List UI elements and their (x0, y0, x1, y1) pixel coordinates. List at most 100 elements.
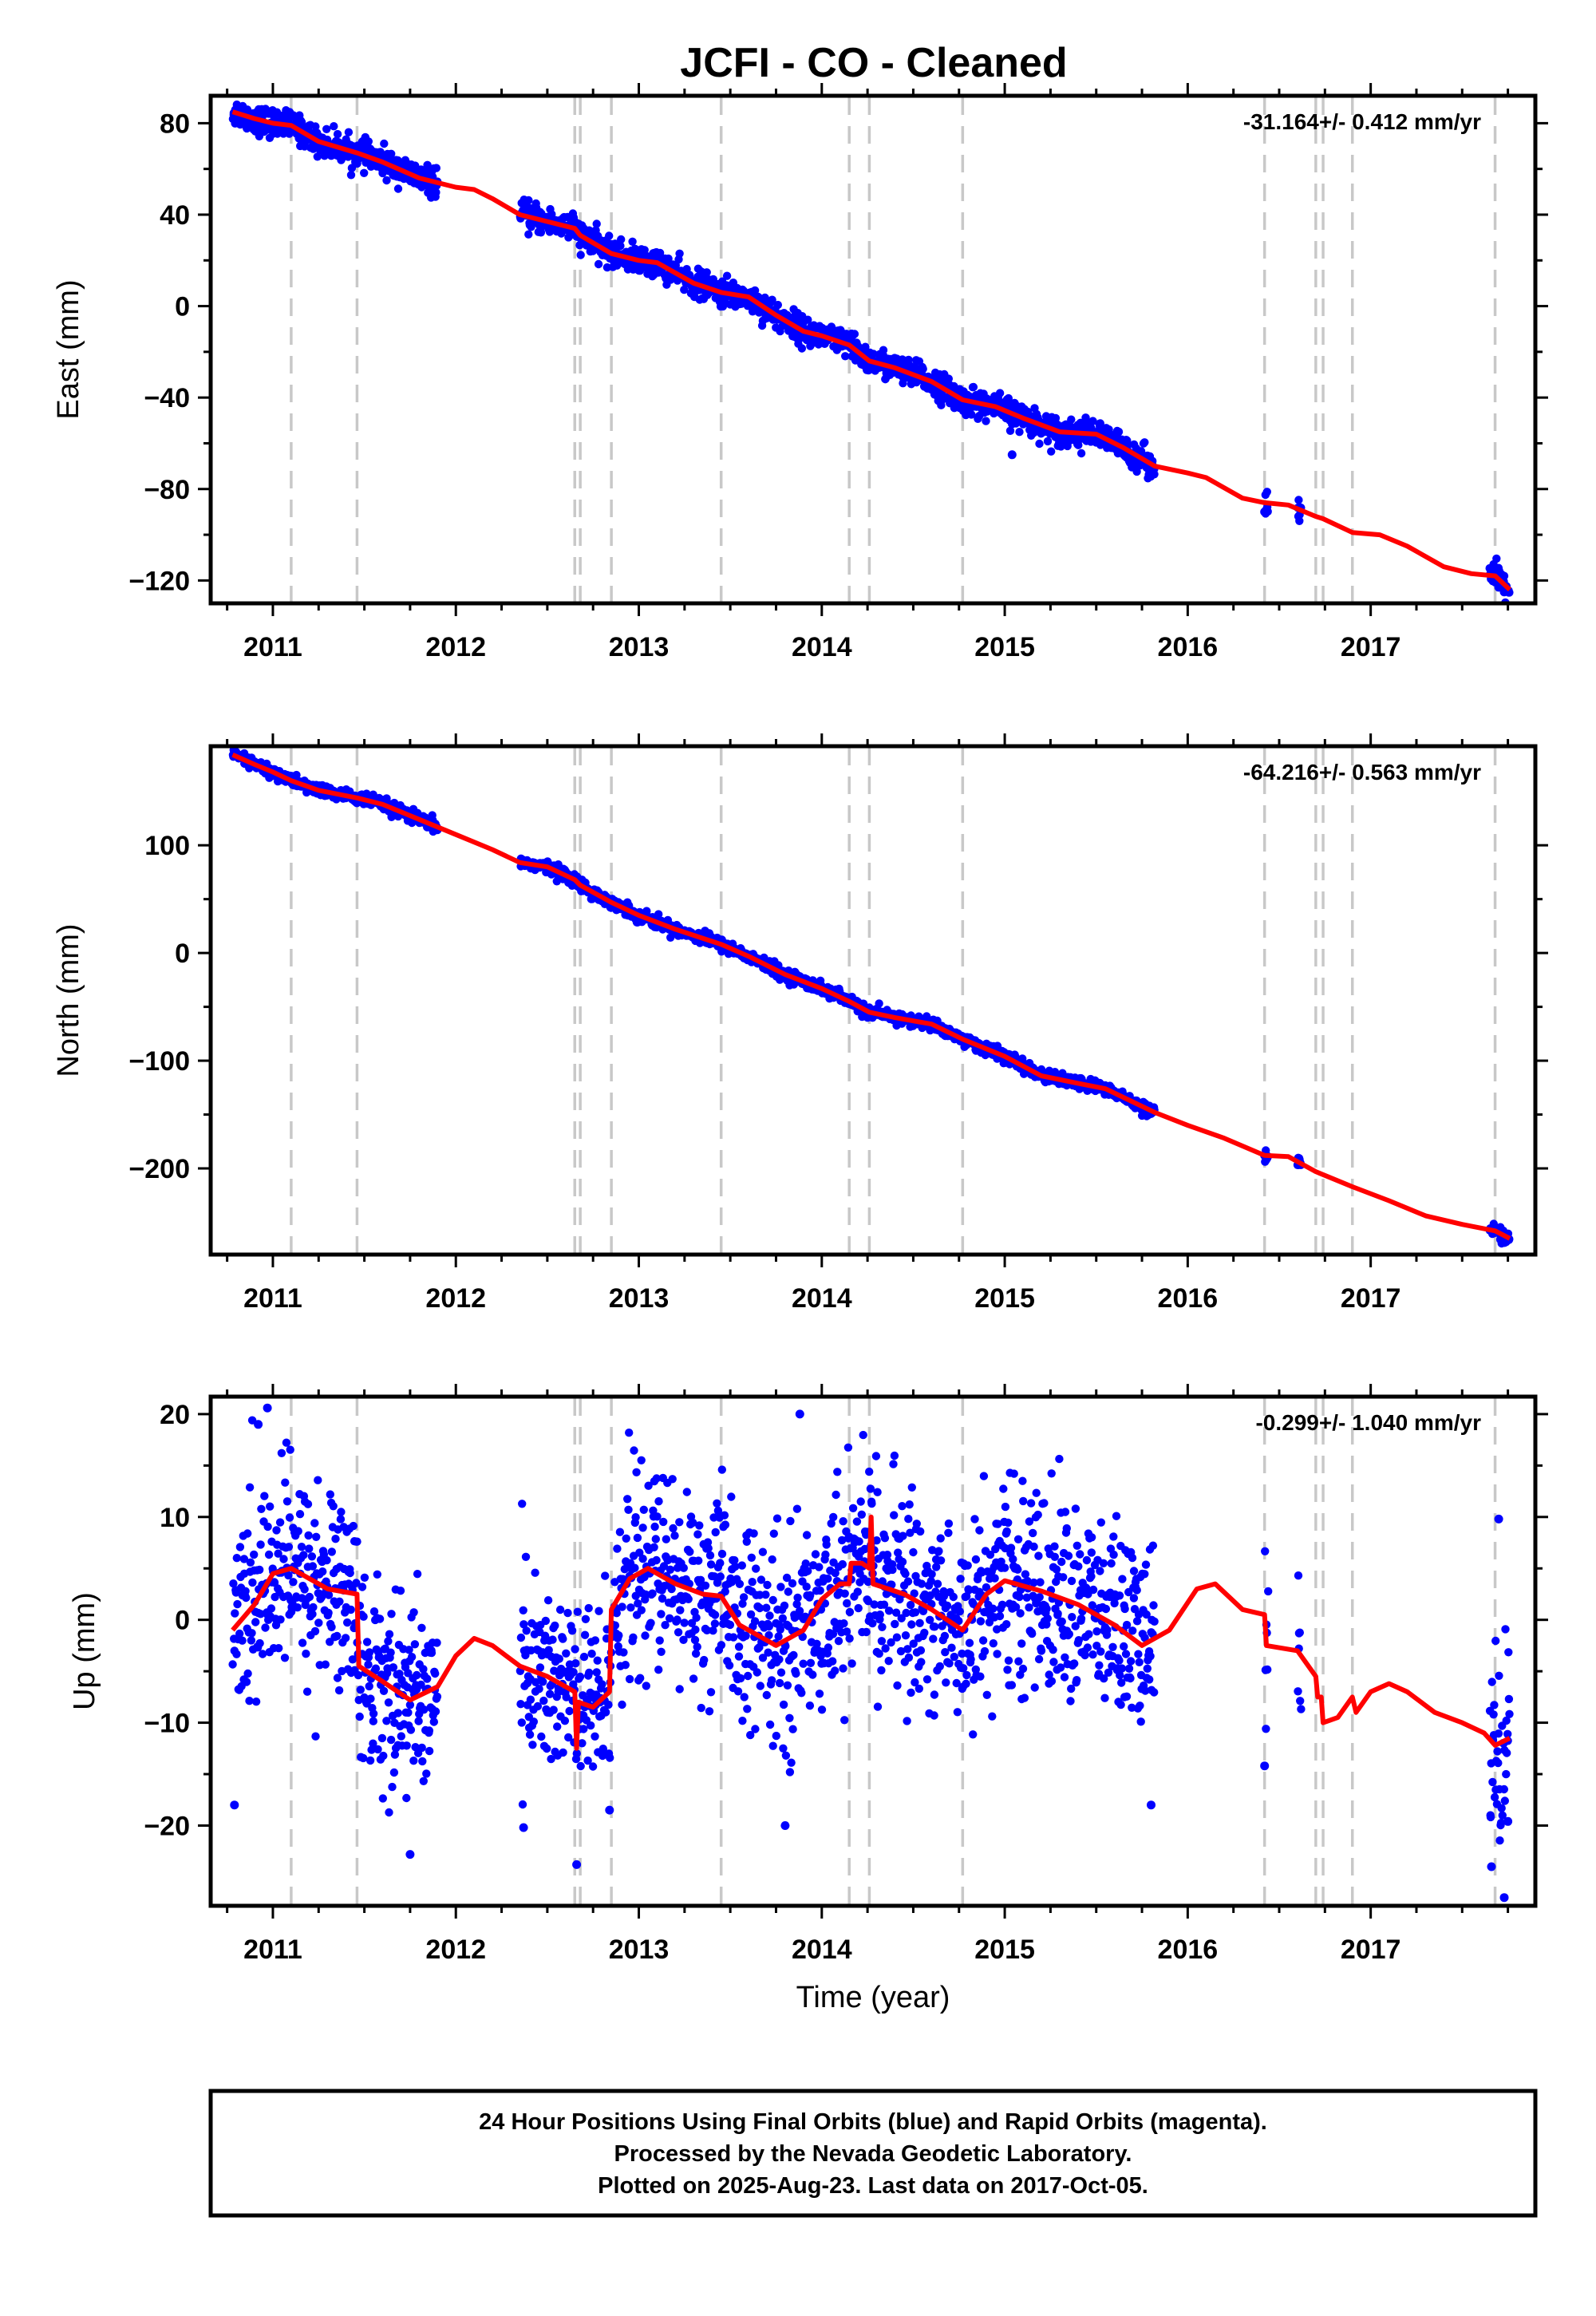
data-point (828, 1657, 837, 1666)
data-point (915, 1684, 924, 1694)
data-point (940, 1631, 950, 1641)
data-point (601, 1571, 610, 1580)
data-point (406, 1725, 416, 1734)
data-point (384, 1698, 393, 1707)
data-point (734, 1642, 744, 1651)
data-point (334, 1686, 344, 1695)
data-point (802, 1583, 811, 1591)
data-point (822, 1540, 831, 1549)
data-point (378, 1794, 387, 1803)
data-point (730, 1555, 739, 1565)
data-point (271, 1621, 281, 1630)
data-point (1025, 1517, 1034, 1526)
data-point (310, 1626, 320, 1636)
data-point (966, 1655, 975, 1664)
data-point (776, 1668, 786, 1677)
data-point (891, 1608, 901, 1617)
data-point (781, 1642, 790, 1650)
data-point (873, 1702, 883, 1711)
data-point (369, 1717, 377, 1725)
data-point (936, 1534, 945, 1543)
x-tick-label: 2012 (425, 632, 486, 662)
data-point (282, 1497, 292, 1506)
data-point (360, 168, 369, 177)
data-point (816, 1586, 824, 1595)
data-point (850, 330, 859, 338)
data-point (764, 1622, 773, 1631)
data-point (516, 1633, 526, 1642)
data-point (308, 1610, 317, 1618)
data-point (348, 1655, 358, 1664)
data-point (1017, 1639, 1026, 1648)
data-point (906, 1528, 915, 1537)
data-point (1034, 1551, 1043, 1560)
x-tick-label: 2011 (243, 632, 302, 662)
data-point (787, 1758, 796, 1767)
data-point (305, 1544, 314, 1553)
data-point (1499, 571, 1509, 580)
data-point (1060, 1673, 1069, 1682)
data-point (675, 1685, 684, 1694)
data-point (302, 1650, 310, 1658)
data-point (623, 1495, 632, 1504)
data-point (313, 152, 322, 161)
data-point (365, 1648, 374, 1657)
data-point (581, 1614, 591, 1624)
data-point (879, 346, 888, 354)
data-point (774, 1632, 783, 1641)
data-point (567, 1626, 577, 1635)
data-point (679, 1563, 688, 1572)
data-point (811, 1550, 820, 1559)
data-point (717, 1641, 726, 1650)
data-point (986, 1550, 995, 1559)
data-point (1018, 1476, 1027, 1485)
data-point (742, 1537, 751, 1547)
data-point (959, 1664, 968, 1673)
data-point (696, 1575, 705, 1585)
data-point (793, 1593, 802, 1603)
data-point (246, 1558, 255, 1567)
data-point (433, 1692, 442, 1701)
y-tick-label: −120 (128, 566, 190, 596)
data-point (909, 1639, 918, 1648)
data-point (282, 1438, 291, 1447)
data-point (331, 1535, 340, 1543)
data-point (571, 1659, 580, 1668)
data-point (841, 352, 850, 361)
data-point (1071, 1504, 1080, 1513)
data-point (544, 1646, 553, 1654)
data-point (1034, 1654, 1044, 1664)
data-point (783, 310, 792, 320)
data-point (902, 1608, 911, 1618)
data-point (305, 1592, 314, 1602)
data-point (638, 1555, 647, 1563)
data-point (637, 1606, 646, 1614)
data-point (994, 1520, 1002, 1528)
data-point (231, 1609, 239, 1618)
data-point (333, 129, 342, 139)
data-point (229, 1579, 238, 1588)
data-point (971, 1555, 981, 1564)
data-point (307, 1552, 317, 1561)
data-point (838, 1559, 847, 1569)
data-point (531, 1678, 540, 1686)
data-point (861, 342, 870, 351)
data-point (673, 1615, 681, 1624)
data-point (710, 1572, 719, 1581)
data-point (930, 1622, 939, 1631)
data-point (667, 1584, 676, 1594)
data-point (432, 188, 440, 197)
data-point (657, 1610, 666, 1618)
data-point (897, 1614, 906, 1622)
data-point (926, 1615, 934, 1625)
data-point (649, 1506, 658, 1516)
data-point (982, 1583, 991, 1592)
data-point (762, 1603, 771, 1612)
data-points (228, 1403, 1514, 1903)
data-point (890, 1511, 899, 1520)
data-point (950, 1652, 959, 1662)
data-point (594, 259, 603, 269)
data-point (409, 1608, 418, 1617)
y-axis-label: North (mm) (52, 923, 85, 1077)
data-point (976, 1617, 986, 1626)
